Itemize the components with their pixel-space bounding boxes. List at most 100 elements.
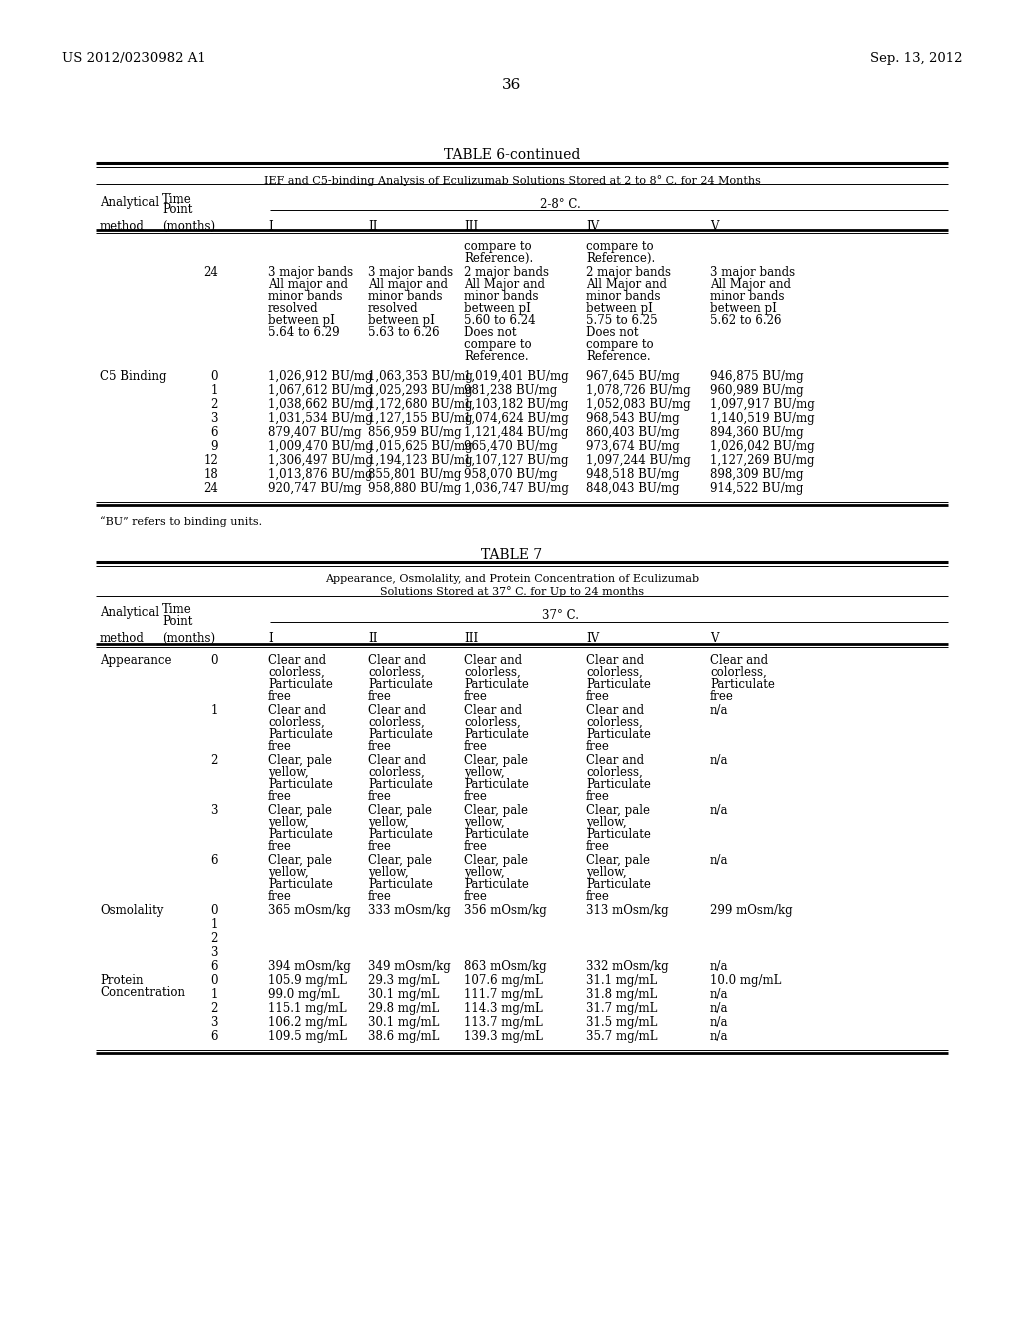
Text: Clear and: Clear and: [268, 704, 326, 717]
Text: n/a: n/a: [710, 1016, 728, 1030]
Text: Clear and: Clear and: [464, 704, 522, 717]
Text: Time: Time: [162, 193, 191, 206]
Text: n/a: n/a: [710, 754, 728, 767]
Text: All Major and: All Major and: [464, 279, 545, 290]
Text: compare to: compare to: [464, 240, 531, 253]
Text: IV: IV: [586, 220, 599, 234]
Text: Appearance, Osmolality, and Protein Concentration of Eculizumab: Appearance, Osmolality, and Protein Conc…: [325, 574, 699, 583]
Text: 2 major bands: 2 major bands: [464, 267, 549, 279]
Text: 855,801 BU/mg: 855,801 BU/mg: [368, 469, 462, 480]
Text: Particulate: Particulate: [268, 878, 333, 891]
Text: between pI: between pI: [586, 302, 653, 315]
Text: Clear, pale: Clear, pale: [268, 854, 332, 867]
Text: colorless,: colorless,: [586, 715, 643, 729]
Text: TABLE 6-continued: TABLE 6-continued: [443, 148, 581, 162]
Text: Clear and: Clear and: [586, 704, 644, 717]
Text: Reference).: Reference).: [464, 252, 534, 265]
Text: 1,140,519 BU/mg: 1,140,519 BU/mg: [710, 412, 815, 425]
Text: Reference.: Reference.: [464, 350, 528, 363]
Text: 1,121,484 BU/mg: 1,121,484 BU/mg: [464, 426, 568, 440]
Text: colorless,: colorless,: [586, 766, 643, 779]
Text: 1,107,127 BU/mg: 1,107,127 BU/mg: [464, 454, 568, 467]
Text: Clear and: Clear and: [268, 653, 326, 667]
Text: 1,127,269 BU/mg: 1,127,269 BU/mg: [710, 454, 814, 467]
Text: Particulate: Particulate: [586, 777, 651, 791]
Text: Does not: Does not: [586, 326, 639, 339]
Text: 1,025,293 BU/mg: 1,025,293 BU/mg: [368, 384, 473, 397]
Text: 394 mOsm/kg: 394 mOsm/kg: [268, 960, 351, 973]
Text: free: free: [586, 741, 610, 752]
Text: colorless,: colorless,: [368, 667, 425, 678]
Text: yellow,: yellow,: [464, 816, 505, 829]
Text: 863 mOsm/kg: 863 mOsm/kg: [464, 960, 547, 973]
Text: Particulate: Particulate: [464, 878, 528, 891]
Text: 860,403 BU/mg: 860,403 BU/mg: [586, 426, 680, 440]
Text: 1,194,123 BU/mg: 1,194,123 BU/mg: [368, 454, 472, 467]
Text: 1: 1: [211, 917, 218, 931]
Text: 18: 18: [203, 469, 218, 480]
Text: Clear and: Clear and: [464, 653, 522, 667]
Text: Analytical: Analytical: [100, 195, 159, 209]
Text: 1,097,917 BU/mg: 1,097,917 BU/mg: [710, 399, 815, 411]
Text: 37° C.: 37° C.: [542, 609, 579, 622]
Text: All major and: All major and: [368, 279, 449, 290]
Text: 1: 1: [211, 704, 218, 717]
Text: 894,360 BU/mg: 894,360 BU/mg: [710, 426, 804, 440]
Text: free: free: [368, 890, 392, 903]
Text: 6: 6: [211, 1030, 218, 1043]
Text: free: free: [268, 890, 292, 903]
Text: Protein: Protein: [100, 974, 143, 987]
Text: 30.1 mg/mL: 30.1 mg/mL: [368, 1016, 439, 1030]
Text: 3: 3: [211, 1016, 218, 1030]
Text: compare to: compare to: [464, 338, 531, 351]
Text: Reference).: Reference).: [586, 252, 655, 265]
Text: compare to: compare to: [586, 338, 653, 351]
Text: free: free: [268, 789, 292, 803]
Text: III: III: [464, 220, 478, 234]
Text: free: free: [368, 690, 392, 704]
Text: yellow,: yellow,: [368, 866, 409, 879]
Text: yellow,: yellow,: [268, 816, 308, 829]
Text: 1,026,912 BU/mg: 1,026,912 BU/mg: [268, 370, 373, 383]
Text: 38.6 mg/mL: 38.6 mg/mL: [368, 1030, 439, 1043]
Text: n/a: n/a: [710, 960, 728, 973]
Text: 1,019,401 BU/mg: 1,019,401 BU/mg: [464, 370, 568, 383]
Text: Particulate: Particulate: [368, 729, 433, 741]
Text: 1,127,155 BU/mg: 1,127,155 BU/mg: [368, 412, 472, 425]
Text: n/a: n/a: [710, 1030, 728, 1043]
Text: 1: 1: [211, 384, 218, 397]
Text: 114.3 mg/mL: 114.3 mg/mL: [464, 1002, 543, 1015]
Text: V: V: [710, 220, 719, 234]
Text: n/a: n/a: [710, 804, 728, 817]
Text: 1,013,876 BU/mg: 1,013,876 BU/mg: [268, 469, 373, 480]
Text: between pI: between pI: [464, 302, 530, 315]
Text: Clear and: Clear and: [710, 653, 768, 667]
Text: US 2012/0230982 A1: US 2012/0230982 A1: [62, 51, 206, 65]
Text: Sep. 13, 2012: Sep. 13, 2012: [869, 51, 962, 65]
Text: free: free: [586, 840, 610, 853]
Text: 365 mOsm/kg: 365 mOsm/kg: [268, 904, 351, 917]
Text: III: III: [464, 632, 478, 645]
Text: I: I: [268, 220, 272, 234]
Text: Particulate: Particulate: [464, 828, 528, 841]
Text: IEF and C5-binding Analysis of Eculizumab Solutions Stored at 2 to 8° C. for 24 : IEF and C5-binding Analysis of Eculizuma…: [263, 176, 761, 186]
Text: free: free: [586, 690, 610, 704]
Text: Particulate: Particulate: [268, 828, 333, 841]
Text: 1,031,534 BU/mg: 1,031,534 BU/mg: [268, 412, 373, 425]
Text: Osmolality: Osmolality: [100, 904, 164, 917]
Text: Particulate: Particulate: [464, 678, 528, 690]
Text: 9: 9: [211, 440, 218, 453]
Text: All major and: All major and: [268, 279, 348, 290]
Text: 2 major bands: 2 major bands: [586, 267, 671, 279]
Text: between pI: between pI: [368, 314, 435, 327]
Text: All Major and: All Major and: [586, 279, 667, 290]
Text: colorless,: colorless,: [464, 667, 521, 678]
Text: Clear, pale: Clear, pale: [368, 804, 432, 817]
Text: yellow,: yellow,: [586, 866, 627, 879]
Text: Particulate: Particulate: [586, 729, 651, 741]
Text: Solutions Stored at 37° C. for Up to 24 months: Solutions Stored at 37° C. for Up to 24 …: [380, 586, 644, 597]
Text: C5 Binding: C5 Binding: [100, 370, 167, 383]
Text: 1,036,747 BU/mg: 1,036,747 BU/mg: [464, 482, 569, 495]
Text: colorless,: colorless,: [268, 715, 325, 729]
Text: Particulate: Particulate: [464, 729, 528, 741]
